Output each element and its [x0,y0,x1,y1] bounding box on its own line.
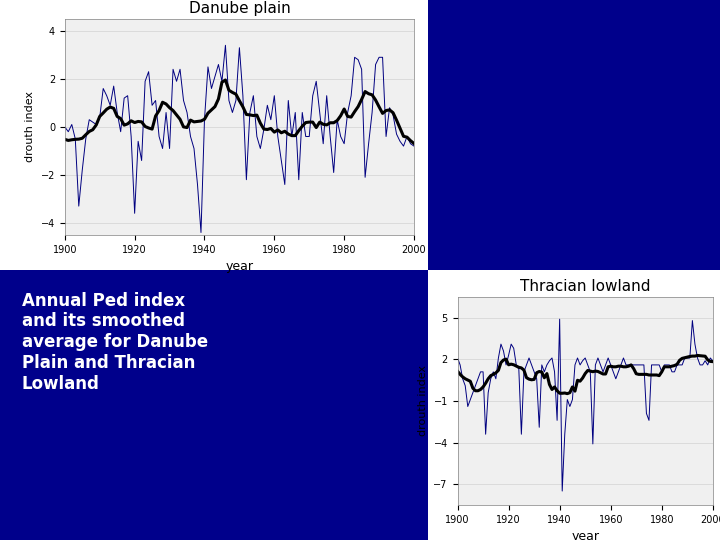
X-axis label: year: year [571,530,599,540]
Title: Danube plain: Danube plain [189,1,290,16]
Y-axis label: drouth index: drouth index [418,366,428,436]
Title: Thracian lowland: Thracian lowland [520,279,650,294]
Text: Annual Ped index
and its smoothed
average for Danube
Plain and Thracian
Lowland: Annual Ped index and its smoothed averag… [22,292,208,393]
X-axis label: year: year [225,260,253,273]
Y-axis label: drouth index: drouth index [25,91,35,163]
